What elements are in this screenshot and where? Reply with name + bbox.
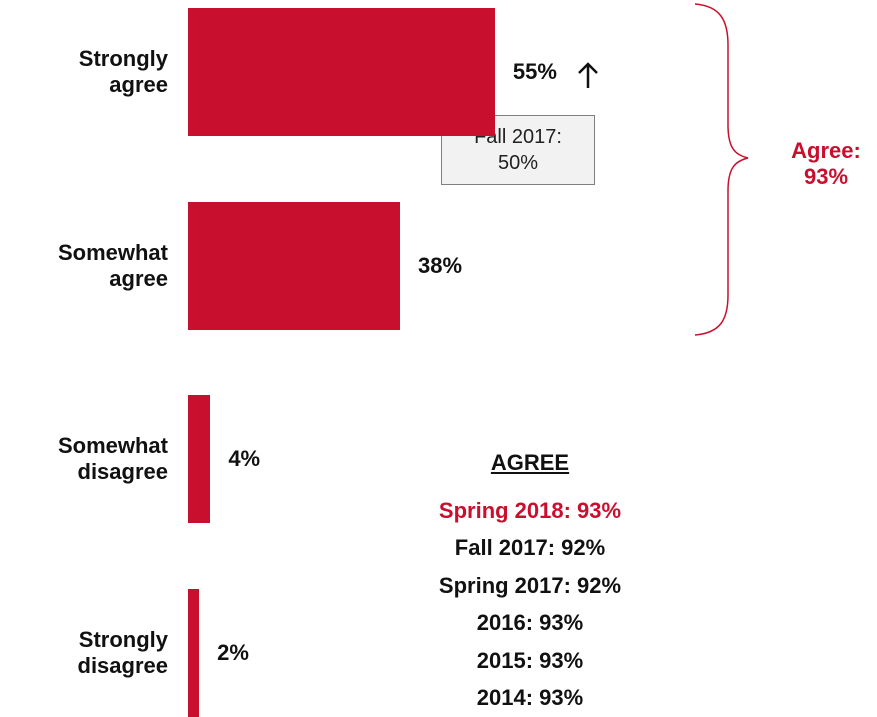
summary-line: Spring 2017: 92% bbox=[438, 572, 622, 598]
category-label: Strongly disagree bbox=[77, 627, 169, 679]
bracket-label: Agree: 93% bbox=[791, 138, 861, 189]
value-label: 2% bbox=[217, 640, 249, 666]
bracket bbox=[694, 3, 749, 336]
category-label: Somewhat disagree bbox=[57, 433, 168, 485]
bar bbox=[188, 589, 200, 717]
category-label: Strongly agree bbox=[78, 46, 168, 97]
summary-line: 2015: 93% bbox=[476, 647, 584, 673]
category-label: Somewhat agree bbox=[57, 239, 168, 291]
value-label: 4% bbox=[228, 446, 261, 472]
summary-line: Spring 2018: 93% bbox=[438, 498, 622, 523]
summary-line: 2014: 93% bbox=[476, 685, 584, 710]
value-label: 55% bbox=[512, 59, 557, 84]
bar bbox=[188, 8, 495, 136]
up-arrow bbox=[578, 62, 598, 88]
bar bbox=[188, 395, 211, 524]
summary-line: Fall 2017: 92% bbox=[454, 535, 606, 561]
summary-line: 2016: 93% bbox=[476, 610, 584, 636]
value-label: 38% bbox=[418, 252, 463, 278]
bar bbox=[188, 201, 401, 330]
summary-title: AGREE bbox=[490, 450, 570, 475]
